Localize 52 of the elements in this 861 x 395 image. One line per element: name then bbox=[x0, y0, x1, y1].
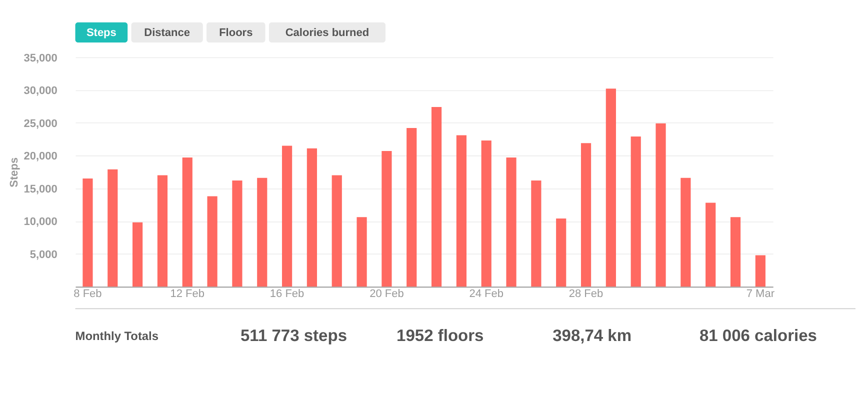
text: 1952 floors bbox=[396, 326, 484, 345]
bar bbox=[306, 148, 318, 287]
x-tick-label: 8 Feb bbox=[74, 288, 102, 300]
bar bbox=[481, 140, 492, 287]
y-tick-label: 25,000 bbox=[24, 118, 58, 130]
text: Floors bbox=[219, 27, 253, 40]
bar bbox=[606, 88, 616, 287]
bar bbox=[257, 178, 268, 287]
y-tick-label: 30,000 bbox=[24, 85, 58, 98]
text: 398,74 km bbox=[552, 326, 632, 345]
bar bbox=[232, 180, 242, 287]
bar bbox=[506, 158, 516, 287]
y-tick-label: 15,000 bbox=[24, 183, 58, 196]
bar bbox=[656, 123, 666, 287]
bar bbox=[207, 196, 218, 287]
text: Monthly Totals bbox=[75, 328, 159, 343]
y-tick-label: 5,000 bbox=[30, 249, 58, 262]
bar bbox=[580, 143, 592, 287]
x-tick-label: 28 Feb bbox=[568, 288, 604, 300]
bar bbox=[108, 169, 118, 287]
x-tick-label: 20 Feb bbox=[370, 288, 404, 300]
bar bbox=[706, 202, 716, 287]
text: Steps bbox=[86, 27, 116, 40]
text: 81 006 calories bbox=[699, 326, 817, 345]
y-tick-label: 35,000 bbox=[24, 52, 58, 64]
bar bbox=[456, 135, 466, 287]
bar bbox=[356, 217, 367, 287]
bar bbox=[406, 128, 417, 287]
bar bbox=[182, 158, 192, 287]
x-tick-label: 24 Feb bbox=[469, 288, 504, 300]
bar bbox=[332, 175, 342, 287]
bar bbox=[82, 178, 93, 287]
x-tick-label: 12 Feb bbox=[170, 288, 205, 300]
bar bbox=[282, 146, 292, 287]
text: Distance bbox=[144, 27, 190, 40]
x-tick-label: 7 Mar bbox=[746, 288, 775, 300]
y-tick-label: 10,000 bbox=[24, 216, 58, 228]
bar bbox=[132, 222, 143, 287]
bar bbox=[730, 217, 741, 287]
y-tick-label: 20,000 bbox=[24, 150, 58, 163]
bar bbox=[431, 107, 442, 287]
bar bbox=[755, 255, 766, 287]
bar bbox=[556, 218, 566, 287]
bar bbox=[531, 180, 542, 287]
x-tick-label: 16 Feb bbox=[270, 288, 304, 300]
bar bbox=[157, 175, 168, 287]
text: Calories burned bbox=[285, 27, 370, 40]
text: 511 773 steps bbox=[240, 326, 348, 345]
bar bbox=[680, 178, 691, 287]
y-axis-title: Steps bbox=[8, 157, 20, 188]
bar bbox=[630, 136, 641, 287]
bar bbox=[382, 150, 392, 287]
